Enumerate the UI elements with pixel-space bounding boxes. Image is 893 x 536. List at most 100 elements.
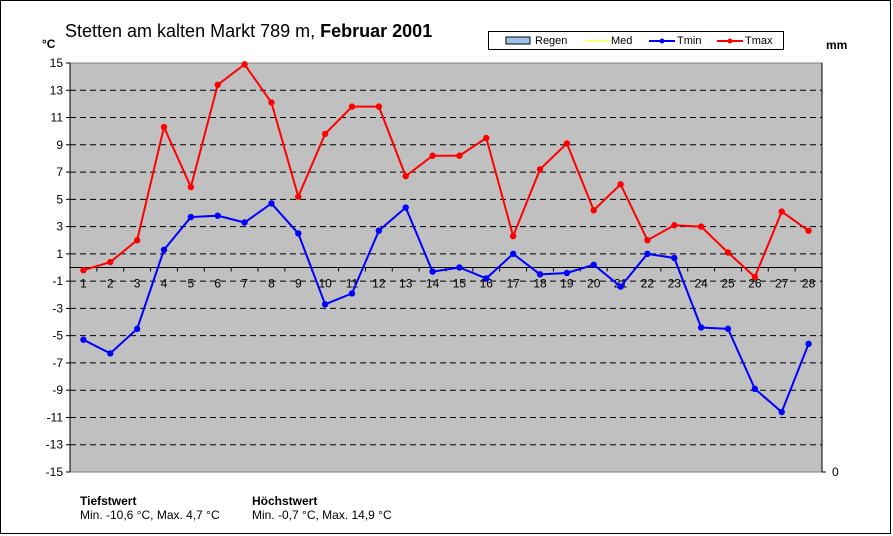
legend-swatch-regen [505,36,531,45]
data-point-tmax [697,223,705,230]
data-point-tmax [241,61,248,68]
legend-label-regen: Regen [535,35,568,47]
y-tick-label: 1 [56,247,63,261]
x-tick-label: 19 [560,277,574,291]
data-point-tmin [214,212,221,219]
legend-swatch-tmin [649,38,675,44]
x-tick-label: 8 [268,277,275,291]
legend-swatch-tmax [717,38,743,44]
series-line-tmax [83,62,810,279]
data-point-tmax [214,81,221,89]
y-tick-label: -13 [46,438,64,452]
data-point-tmax [429,152,436,159]
footer-low-text: Min. -10,6 °C, Max. 4,7 °C [80,508,220,522]
x-tick-label: 14 [426,277,440,291]
data-point-tmin [429,268,436,275]
x-tick-label: 23 [668,277,682,291]
x-tick-label: 24 [694,277,708,291]
y-tick-label: -5 [52,329,63,343]
x-tick-label: 22 [641,277,655,291]
y-tick-label: -15 [46,465,64,479]
data-point-tmin [563,269,571,277]
footer-high-block: Höchstwert Min. -0,7 °C, Max. 14,9 °C [252,494,392,522]
data-point-tmax [321,130,329,138]
data-point-tmax [617,181,624,188]
footer-low-heading: Tiefstwert [80,494,137,508]
data-point-tmax [509,232,517,240]
data-point-tmin [751,385,759,393]
data-point-tmin [348,290,356,297]
data-point-tmin [187,213,195,221]
data-point-tmax [805,227,812,234]
data-point-tmax [295,193,302,200]
x-tick-label: 3 [134,277,141,291]
y-tick-label: 7 [56,165,63,179]
data-point-tmax [402,172,409,180]
y-tick-label: -11 [47,410,64,424]
data-point-tmin [80,336,87,343]
data-point-tmax [483,134,490,142]
x-tick-label: 7 [241,277,248,291]
data-point-tmax [724,249,732,256]
data-point-tmax [160,123,168,131]
data-point-tmin [590,261,597,268]
legend-swatch-med [585,40,611,42]
y2-tick-label: 0 [832,465,839,479]
right-axis-unit: mm [826,38,848,52]
data-point-tmin [375,227,383,234]
data-point-tmin [402,204,409,211]
x-tick-label: 18 [533,277,547,291]
data-point-tmin [456,264,463,271]
x-tick-label: 4 [161,277,168,291]
y-tick-label: 15 [50,56,64,70]
x-tick-label: 10 [318,277,332,291]
footer-low-block: Tiefstwert Min. -10,6 °C, Max. 4,7 °C [80,494,220,522]
y-tick-label: -9 [52,383,63,397]
y-tick-label: 5 [56,192,63,206]
left-axis-unit: °C [42,37,56,51]
data-point-tmin [321,301,329,308]
chart-title: Stetten am kalten Markt 789 m, Februar 2… [65,21,432,42]
y-tick-label: 3 [56,220,63,234]
title-period: Februar 2001 [320,21,433,41]
data-point-tmin [509,250,517,258]
x-tick-label: 16 [480,277,494,291]
legend: Regen Med Tmin Tmax [488,31,784,50]
data-point-tmin [107,350,114,357]
y-tick-label: -7 [52,356,63,370]
y-tick-label: 13 [50,83,64,97]
x-tick-label: 17 [506,277,520,291]
data-point-tmax [133,237,141,244]
data-point-tmin [133,325,141,333]
x-tick-label: 15 [453,277,467,291]
data-point-tmin [617,283,624,290]
footer-high-text: Min. -0,7 °C, Max. 14,9 °C [252,508,392,522]
x-tick-label: 25 [721,277,735,291]
data-point-tmax [268,99,275,106]
y-tick-label: -1 [52,274,63,288]
data-point-tmax [375,103,383,110]
x-tick-label: 12 [372,277,386,291]
data-point-tmax [671,222,678,229]
data-point-tmin [644,250,651,258]
data-point-tmax [751,273,759,281]
data-point-tmin [724,325,732,333]
legend-label-med: Med [611,35,633,47]
x-tick-label: 28 [802,277,816,291]
data-point-tmax [536,166,544,173]
data-point-tmin [241,219,248,226]
data-point-tmax [778,208,785,215]
data-point-tmax [590,207,597,214]
x-tick-label: 27 [775,277,789,291]
x-tick-label: 2 [107,277,114,291]
x-tick-label: 9 [295,277,302,291]
data-point-tmin [295,230,302,237]
footer-high-heading: Höchstwert [252,494,318,508]
x-tick-label: 13 [399,277,413,291]
x-tick-label: 20 [587,277,601,291]
data-point-tmax [187,183,195,191]
data-point-tmin [671,254,678,262]
x-tick-label: 5 [188,277,195,291]
